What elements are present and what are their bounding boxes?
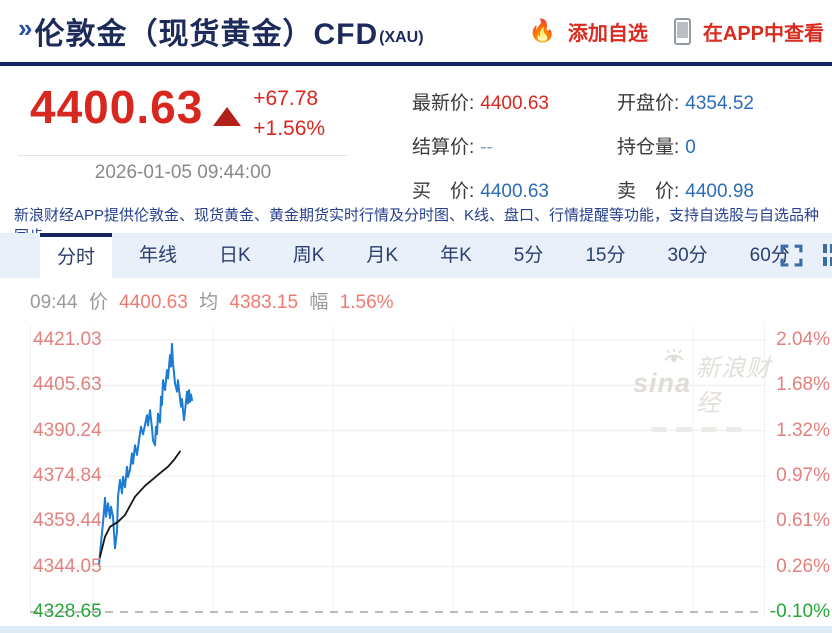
quote-field: 买 价: 4400.63: [412, 176, 617, 203]
quote-field: 卖 价: 4400.98: [617, 176, 832, 203]
price-tick: 4390.24: [33, 419, 102, 441]
percent-tick: 1.32%: [776, 419, 830, 441]
watermark-subtext: [633, 427, 783, 432]
quote-field-value: 4400.63: [480, 93, 549, 114]
sina-logo-icon: »: [18, 12, 33, 43]
quote-field-value: 0: [685, 137, 696, 158]
watermark-name: 新浪财经: [696, 355, 772, 417]
quote-field-value: --: [480, 137, 493, 158]
quote-field-label: 最新价:: [412, 93, 475, 114]
price-tick: 4421.03: [33, 329, 102, 350]
tabs-row: 分时 年线 日K 周K 月K 年K 5分 15分 30分 60分: [40, 233, 817, 278]
quote-field-label: 开盘价:: [617, 93, 680, 114]
intraday-chart: 4421.03 4405.63 4390.24 4374.84 4359.44 4344.…: [0, 322, 832, 627]
settings-icon-partial[interactable]: [823, 244, 832, 268]
quote-field-label: 结算价:: [412, 137, 475, 158]
flame-icon: 🔥: [528, 18, 556, 43]
tab-周K[interactable]: 周K: [292, 245, 325, 266]
tab-年线[interactable]: 年线: [139, 245, 178, 266]
price-tick: 4344.05: [33, 555, 102, 577]
quote-field-label: 持仓量:: [617, 137, 680, 158]
legend-amp-value: 1.56%: [339, 292, 394, 313]
tab-15分[interactable]: 15分: [585, 245, 626, 266]
chart-canvas[interactable]: [30, 322, 765, 617]
quote-fields-grid: 最新价: 4400.63 开盘价: 4354.52 结算价: -- 持仓量: 0 买 价: 440…: [412, 88, 832, 203]
tab-分时[interactable]: 分时: [40, 233, 113, 278]
quote-field: 结算价: --: [412, 132, 617, 159]
phone-icon: [673, 17, 691, 45]
price-tick: 4405.63: [33, 374, 102, 396]
quote-field-value: 4400.98: [685, 181, 754, 202]
sina-watermark: sina 新浪财经: [633, 348, 783, 432]
quote-field-value: 4354.52: [685, 93, 754, 114]
divider: [18, 155, 348, 156]
view-in-app-link[interactable]: 在APP中查看: [702, 22, 824, 45]
tab-年K[interactable]: 年K: [440, 245, 472, 266]
symbol-code: (XAU): [379, 29, 424, 46]
tab-日K[interactable]: 日K: [219, 245, 251, 266]
price-block: 4400.63 +67.78 +1.56%: [30, 82, 325, 145]
legend-price-value: 4400.63: [119, 292, 188, 313]
last-price: 4400.63: [30, 81, 204, 133]
page-header: » 伦敦金（现货黄金）CFD (XAU) 🔥 添加自选 在APP中查看: [0, 0, 832, 66]
tab-5分[interactable]: 5分: [513, 245, 544, 266]
quote-field-value: 4400.63: [480, 181, 549, 202]
quote-field: 开盘价: 4354.52: [617, 88, 832, 115]
legend-amp-label: 幅: [309, 292, 329, 313]
legend-time: 09:44: [30, 292, 78, 313]
watermark-brand: sina: [633, 367, 692, 398]
add-watchlist-button[interactable]: 添加自选: [567, 22, 648, 45]
period-tabbar: 分时 年线 日K 周K 月K 年K 5分 15分 30分 60分: [0, 233, 832, 278]
percent-tick: 2.04%: [776, 329, 830, 350]
price-change: +67.78: [253, 87, 319, 110]
percent-tick: 0.97%: [776, 465, 830, 486]
legend-avg-label: 均: [199, 292, 219, 313]
chart-legend: 09:44 价 4400.63 均 4383.15 幅 1.56%: [30, 287, 400, 314]
price-tick: 4359.44: [33, 510, 102, 532]
bottom-strip: [0, 626, 832, 633]
price-change-percent: +1.56%: [253, 117, 326, 141]
up-arrow-icon: [213, 90, 242, 126]
percent-tick: 0.26%: [776, 555, 830, 577]
quote-field: 持仓量: 0: [617, 132, 832, 159]
legend-price-label: 价: [88, 292, 108, 313]
tab-30分[interactable]: 30分: [667, 245, 708, 266]
legend-avg-value: 4383.15: [229, 292, 299, 313]
quote-field-label: 卖 价:: [617, 181, 680, 202]
tab-60分[interactable]: 60分: [749, 245, 790, 266]
quote-timestamp: 2026-01-05 09:44:00: [94, 162, 272, 183]
fullscreen-icon[interactable]: [779, 243, 804, 268]
price-tick: 4328.65: [33, 601, 102, 622]
percent-tick: 0.61%: [776, 510, 830, 532]
tab-月K[interactable]: 月K: [366, 245, 399, 266]
sina-eye-icon: [664, 349, 684, 362]
quote-field: 最新价: 4400.63: [412, 88, 617, 115]
percent-tick: 1.68%: [776, 374, 830, 396]
price-tick: 4374.84: [33, 465, 102, 486]
quote-field-label: 买 价:: [412, 181, 475, 202]
percent-tick: -0.10%: [769, 601, 830, 622]
page-title: 伦敦金（现货黄金）CFD: [34, 18, 379, 51]
